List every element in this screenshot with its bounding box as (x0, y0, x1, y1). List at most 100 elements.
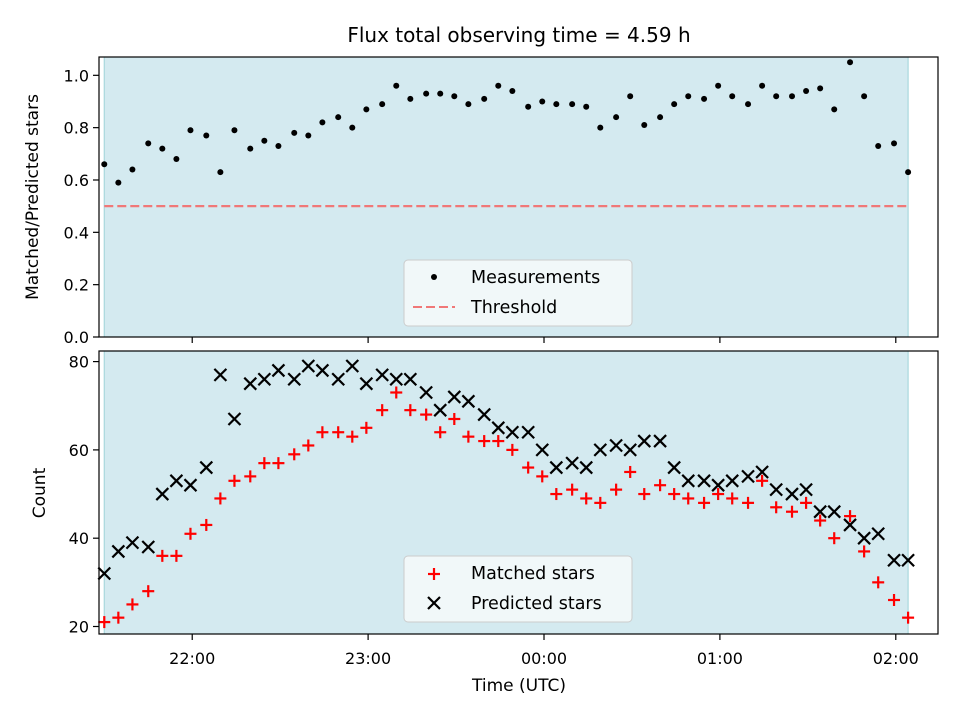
marker-measurements-23 (437, 90, 444, 97)
marker-matched-stars-54 (888, 594, 901, 607)
marker-predicted-stars-48 (799, 482, 813, 497)
marker-predicted-stars-45 (755, 465, 769, 479)
marker-predicted-stars-44 (741, 469, 755, 484)
marker-matched-stars-26 (478, 435, 491, 448)
marker-predicted-stars-5 (169, 474, 184, 488)
marker-matched-stars-30 (536, 470, 549, 483)
marker-matched-stars-23 (434, 426, 447, 439)
marker-predicted-stars-29 (521, 425, 535, 440)
marker-predicted-stars-28 (505, 425, 520, 440)
legend-predicted-marker (427, 596, 441, 610)
marker-measurements-46 (773, 93, 780, 100)
marker-measurements-43 (729, 93, 736, 100)
marker-matched-stars-45 (756, 474, 769, 487)
marker-predicted-stars-51 (843, 518, 857, 532)
marker-matched-stars-0 (98, 616, 111, 629)
marker-measurements-34 (597, 124, 604, 131)
top-y-ticks: 0.0 0.2 0.4 0.6 0.8 1.0 (64, 66, 99, 347)
marker-predicted-stars-4 (155, 487, 170, 501)
y-tick-label: 40 (69, 529, 89, 548)
marker-predicted-stars-53 (871, 527, 885, 541)
bottom-legend-box (403, 555, 633, 623)
marker-predicted-stars-38 (653, 434, 667, 448)
top-marks (101, 59, 912, 186)
marker-matched-stars-49 (814, 514, 827, 527)
chart-title: Flux total observing time = 4.59 h (347, 23, 690, 47)
marker-predicted-stars-27 (491, 421, 506, 435)
marker-matched-stars-34 (594, 496, 607, 509)
marker-predicted-stars-17 (345, 359, 360, 373)
marker-measurements-21 (407, 95, 414, 102)
marker-matched-stars-20 (390, 386, 403, 399)
marker-predicted-stars-49 (813, 504, 827, 519)
marker-matched-stars-35 (610, 483, 623, 496)
marker-predicted-stars-23 (433, 403, 448, 417)
marker-predicted-stars-34 (593, 443, 608, 457)
legend-measurements-marker (431, 274, 437, 280)
marker-measurements-25 (465, 101, 472, 108)
marker-predicted-stars-35 (609, 438, 623, 453)
marker-measurements-20 (393, 82, 400, 89)
marker-predicted-stars-20 (389, 372, 404, 387)
marker-predicted-stars-16 (331, 372, 345, 387)
top-panel: 0.0 0.2 0.4 0.6 0.8 1.0 Matched/Predicted sta… (23, 56, 939, 347)
marker-measurements-1 (115, 179, 122, 186)
marker-predicted-stars-25 (461, 394, 476, 409)
marker-measurements-5 (173, 156, 180, 163)
marker-measurements-30 (539, 98, 546, 105)
marker-measurements-36 (627, 93, 634, 100)
marker-matched-stars-36 (624, 465, 637, 478)
marker-matched-stars-24 (448, 412, 461, 425)
marker-matched-stars-28 (506, 443, 519, 456)
marker-measurements-41 (701, 95, 708, 102)
x-tick-label: 00:00 (521, 649, 567, 668)
marker-matched-stars-1 (112, 611, 125, 624)
marker-measurements-19 (379, 101, 386, 108)
marker-measurements-31 (553, 101, 560, 108)
marker-predicted-stars-22 (419, 385, 433, 400)
marker-predicted-stars-11 (257, 372, 272, 387)
top-x-ticks (191, 337, 897, 343)
marker-matched-stars-53 (872, 576, 885, 589)
marker-predicted-stars-47 (785, 487, 799, 501)
marker-predicted-stars-19 (375, 368, 389, 382)
marker-matched-stars-7 (200, 518, 213, 531)
marker-measurements-2 (129, 166, 136, 173)
marker-matched-stars-42 (712, 488, 725, 501)
legend-predicted-label: Predicted stars (471, 594, 602, 614)
marker-measurements-10 (247, 145, 254, 152)
marker-predicted-stars-26 (477, 407, 491, 422)
marker-predicted-stars-7 (199, 460, 214, 475)
marker-measurements-22 (423, 90, 430, 97)
marker-matched-stars-51 (844, 510, 857, 523)
marker-predicted-stars-10 (243, 376, 258, 391)
marker-matched-stars-5 (170, 549, 183, 562)
marker-measurements-16 (335, 114, 342, 121)
marker-predicted-stars-41 (697, 474, 711, 488)
top-legend: Measurements Threshold (403, 259, 633, 327)
marker-predicted-stars-6 (183, 478, 198, 492)
marker-measurements-11 (261, 137, 268, 144)
legend-matched-marker (428, 568, 440, 580)
marker-predicted-stars-21 (403, 372, 418, 387)
marker-matched-stars-8 (214, 492, 227, 505)
legend-measurements-label: Measurements (471, 268, 600, 288)
marker-matched-stars-3 (142, 585, 155, 598)
marker-predicted-stars-0 (97, 566, 112, 581)
marker-matched-stars-27 (492, 435, 505, 448)
marker-measurements-7 (203, 132, 210, 139)
marker-measurements-8 (217, 169, 224, 176)
y-tick-label: 0.4 (64, 223, 89, 242)
marker-measurements-9 (231, 127, 238, 134)
marker-predicted-stars-18 (359, 376, 374, 391)
marker-matched-stars-16 (332, 426, 345, 439)
marker-matched-stars-22 (420, 408, 433, 421)
marker-measurements-40 (685, 93, 692, 100)
marker-predicted-stars-42 (711, 478, 725, 492)
marker-matched-stars-32 (566, 483, 579, 496)
marker-matched-stars-2 (126, 598, 139, 611)
marker-predicted-stars-8 (213, 368, 228, 382)
marker-measurements-28 (509, 88, 516, 95)
marker-matched-stars-10 (244, 470, 257, 483)
